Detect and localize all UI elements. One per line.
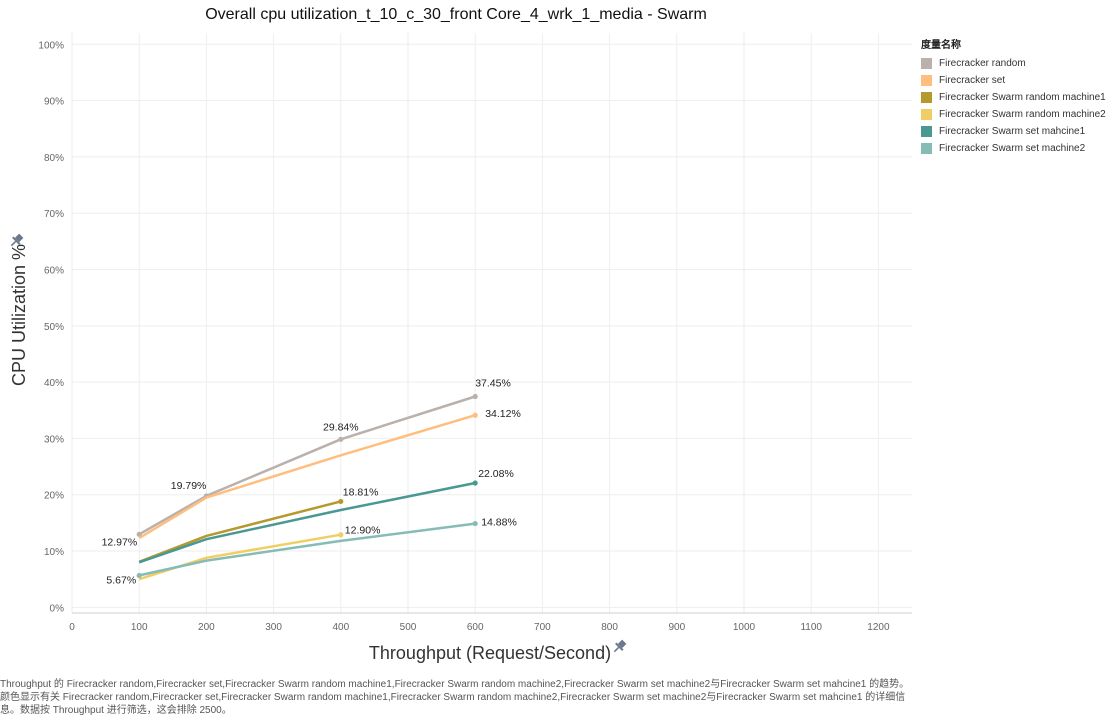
series-line — [138, 500, 342, 563]
y-tick-label: 60% — [44, 266, 64, 277]
legend-label: Firecracker Swarm random machine1 — [939, 92, 1106, 103]
x-tick-label: 1100 — [800, 622, 822, 633]
x-tick-label: 0 — [69, 622, 75, 633]
series-line — [138, 481, 476, 564]
y-tick-label: 90% — [44, 97, 64, 108]
y-tick-label: 50% — [44, 322, 64, 333]
y-tick-label: 40% — [44, 378, 64, 389]
legend-label: Firecracker Swarm set machine2 — [939, 143, 1086, 154]
data-label: 34.12% — [485, 408, 521, 420]
legend-label: Firecracker Swarm set mahcine1 — [939, 126, 1086, 137]
pin-icon[interactable] — [611, 638, 628, 655]
legend-title: 度量名称 — [921, 40, 961, 51]
y-tick-label: 70% — [44, 209, 64, 220]
y-tick-label: 0% — [50, 603, 65, 614]
x-tick-label: 400 — [332, 622, 349, 633]
data-point — [136, 572, 142, 579]
data-label: 12.97% — [102, 536, 138, 548]
legend-item[interactable]: Firecracker set — [921, 72, 1120, 89]
data-point — [338, 532, 344, 538]
x-tick-label: 700 — [534, 622, 551, 633]
y-tick-label: 80% — [44, 153, 64, 164]
series-group — [136, 393, 478, 581]
data-point — [472, 480, 478, 486]
legend-swatch — [921, 143, 932, 154]
x-axis-title: Throughput (Request/Second) — [369, 643, 611, 663]
series-line — [138, 414, 476, 540]
legend-item[interactable]: Firecracker random — [921, 55, 1120, 72]
legend: 度量名称 Firecracker random Firecracker set Fi… — [921, 36, 1120, 157]
data-point — [472, 412, 478, 418]
y-tick-label: 100% — [38, 40, 64, 51]
series-line — [138, 522, 476, 577]
x-tick-label: 1000 — [733, 622, 756, 633]
x-tick-label: 300 — [265, 622, 282, 633]
data-labels: 12.97% 19.79% 29.84% 37.45% 34.12% 18.81% 12.9… — [102, 377, 521, 586]
chart-caption: Throughput 的 Firecracker random,Firecrac… — [0, 679, 910, 716]
data-label: 18.81% — [343, 486, 379, 498]
y-tick-label: 10% — [44, 547, 64, 558]
data-point — [136, 531, 142, 537]
data-point — [338, 498, 344, 505]
x-tick-label: 500 — [400, 622, 417, 633]
legend-swatch — [921, 109, 932, 120]
x-axis-ticks: 0 100 200 300 400 500 600 700 800 900 1000 1100 1200 — [69, 622, 890, 633]
legend-swatch — [921, 126, 932, 137]
legend-swatch — [921, 58, 932, 69]
data-label: 5.67% — [106, 574, 136, 586]
chart-title: Overall cpu utilization_t_10_c_30_front … — [205, 6, 707, 23]
x-tick-label: 100 — [131, 622, 148, 633]
legend-item[interactable]: Firecracker Swarm set machine2 — [921, 140, 1120, 157]
legend-item[interactable]: Firecracker Swarm random machine1 — [921, 89, 1120, 106]
data-label: 37.45% — [475, 377, 511, 389]
data-label: 14.88% — [481, 517, 517, 529]
legend-items: Firecracker random Firecracker set Firecra… — [921, 55, 1120, 157]
x-tick-label: 200 — [198, 622, 215, 633]
y-tick-label: 20% — [44, 491, 64, 502]
legend-item[interactable]: Firecracker Swarm set mahcine1 — [921, 123, 1120, 140]
x-tick-label: 800 — [601, 622, 618, 633]
legend-label: Firecracker Swarm random machine2 — [939, 109, 1106, 120]
data-label: 19.79% — [171, 480, 207, 492]
legend-label: Firecracker set — [939, 75, 1006, 86]
legend-swatch — [921, 92, 932, 103]
series-line — [138, 395, 476, 536]
legend-swatch — [921, 75, 932, 86]
y-tick-label: 30% — [44, 434, 64, 445]
y-axis-title: CPU Utilization % — [9, 244, 29, 386]
series-line — [138, 533, 342, 581]
grid-lines — [71, 33, 912, 614]
data-point — [472, 520, 478, 527]
data-label: 22.08% — [478, 468, 514, 480]
x-tick-label: 1200 — [867, 622, 890, 633]
data-label: 12.90% — [345, 525, 381, 537]
data-point — [338, 436, 344, 442]
legend-label: Firecracker random — [939, 58, 1026, 69]
y-axis-ticks: 0% 10% 20% 30% 40% 50% 60% 70% 80% 90% 100% — [38, 40, 64, 614]
data-label: 29.84% — [323, 421, 359, 433]
data-point — [472, 393, 478, 400]
x-tick-label: 600 — [467, 622, 484, 633]
x-tick-label: 900 — [668, 622, 685, 633]
legend-item[interactable]: Firecracker Swarm random machine2 — [921, 106, 1120, 123]
